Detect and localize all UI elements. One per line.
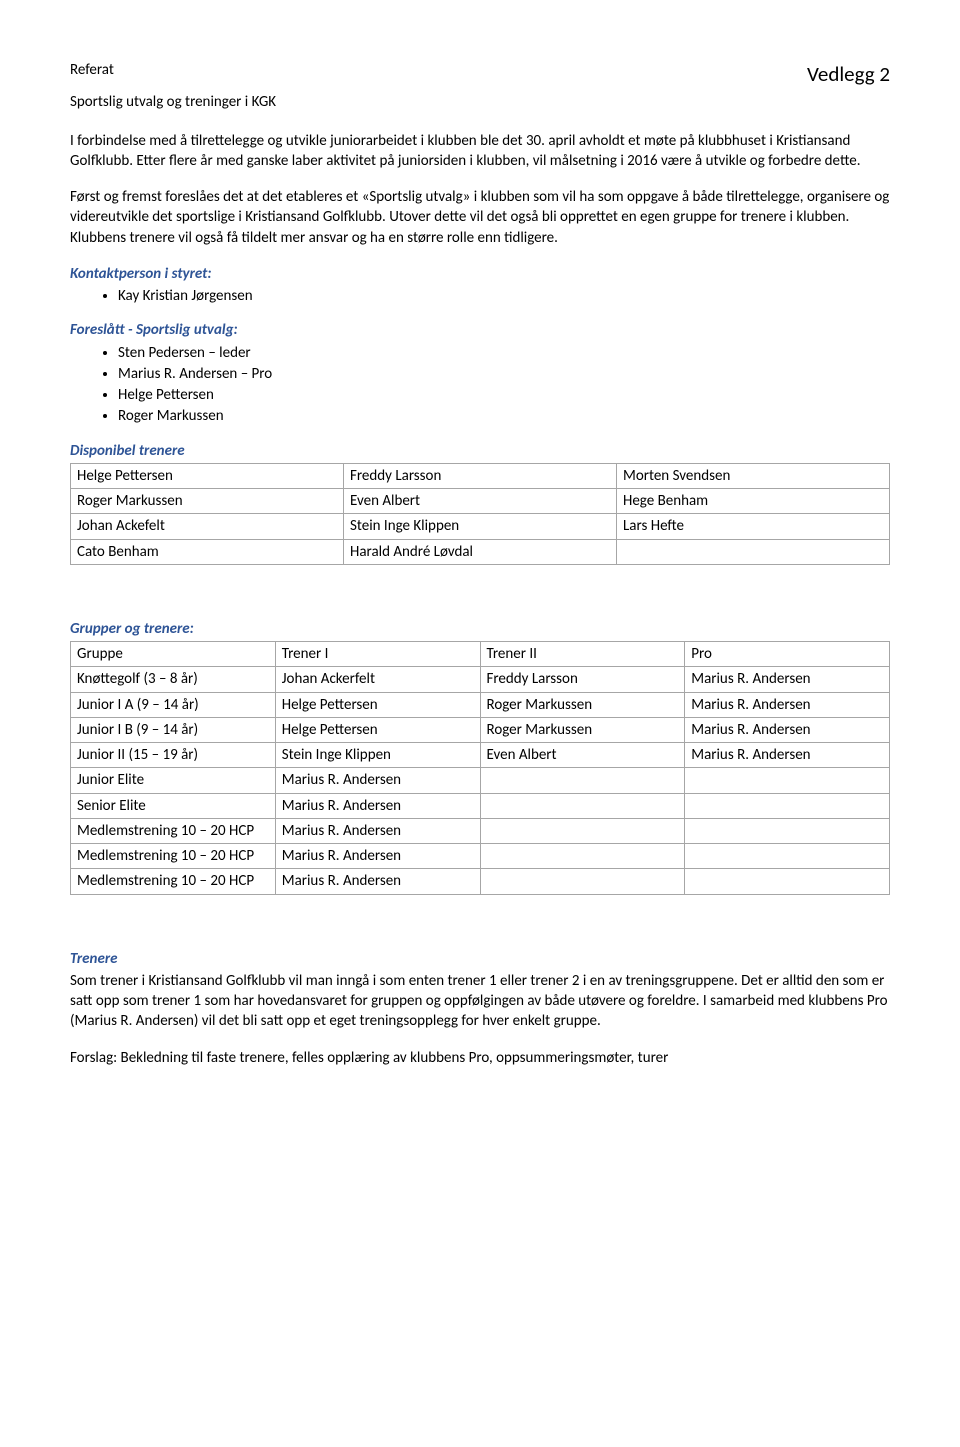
foreslatt-list: Sten Pedersen – leder Marius R. Andersen… (70, 343, 890, 427)
table-cell: Lars Hefte (617, 514, 890, 539)
table-cell: Medlemstrening 10 – 20 HCP (71, 818, 276, 843)
table-cell: Junior I A (9 – 14 år) (71, 692, 276, 717)
grupper-og-trenere-table: Gruppe Trener I Trener II Pro Knøttegolf… (70, 641, 890, 895)
table-cell (480, 869, 685, 894)
table-row: Knøttegolf (3 – 8 år) Johan Ackerfelt Fr… (71, 667, 890, 692)
table-cell: Helge Pettersen (275, 692, 480, 717)
doc-subtitle: Sportslig utvalg og treninger i KGK (70, 92, 890, 112)
table-cell: Medlemstrening 10 – 20 HCP (71, 844, 276, 869)
table-row: Cato Benham Harald André Løvdal (71, 539, 890, 564)
document-header: Referat Vedlegg 2 (70, 60, 890, 88)
table-cell: Junior Elite (71, 768, 276, 793)
table-cell: Johan Ackerfelt (275, 667, 480, 692)
list-item: Roger Markussen (118, 406, 890, 426)
table-cell: Stein Inge Klippen (344, 514, 617, 539)
trenere-heading: Trenere (70, 949, 890, 969)
table-cell (685, 768, 890, 793)
table-cell: Helge Pettersen (275, 717, 480, 742)
table-cell: Senior Elite (71, 793, 276, 818)
table-cell: Stein Inge Klippen (275, 743, 480, 768)
table-cell (685, 869, 890, 894)
table-row: Junior Elite Marius R. Andersen (71, 768, 890, 793)
trenere-paragraph: Som trener i Kristiansand Golfklubb vil … (70, 971, 890, 1032)
table-cell: Marius R. Andersen (685, 692, 890, 717)
table-cell: Even Albert (344, 489, 617, 514)
disponibel-heading: Disponibel trenere (70, 441, 890, 461)
table-row: Medlemstrening 10 – 20 HCP Marius R. And… (71, 844, 890, 869)
attachment-label: Vedlegg 2 (807, 60, 890, 88)
table-cell (480, 818, 685, 843)
table-row: Junior I A (9 – 14 år) Helge Pettersen R… (71, 692, 890, 717)
table-row: Junior II (15 – 19 år) Stein Inge Klippe… (71, 743, 890, 768)
grupper-heading: Grupper og trenere: (70, 619, 890, 639)
foreslatt-heading: Foreslått - Sportslig utvalg: (70, 320, 890, 340)
table-row: Junior I B (9 – 14 år) Helge Pettersen R… (71, 717, 890, 742)
table-row: Roger Markussen Even Albert Hege Benham (71, 489, 890, 514)
table-cell (685, 818, 890, 843)
list-item: Marius R. Andersen – Pro (118, 364, 890, 384)
kontaktperson-heading: Kontaktperson i styret: (70, 264, 890, 284)
table-cell: Roger Markussen (480, 717, 685, 742)
table-cell (480, 768, 685, 793)
table-cell: Freddy Larsson (344, 463, 617, 488)
table-cell: Harald André Løvdal (344, 539, 617, 564)
table-header: Trener II (480, 642, 685, 667)
table-cell (480, 793, 685, 818)
table-cell: Hege Benham (617, 489, 890, 514)
table-cell: Junior I B (9 – 14 år) (71, 717, 276, 742)
list-item: Helge Pettersen (118, 385, 890, 405)
table-cell: Knøttegolf (3 – 8 år) (71, 667, 276, 692)
table-cell: Roger Markussen (480, 692, 685, 717)
list-item: Sten Pedersen – leder (118, 343, 890, 363)
disponibel-trenere-table: Helge Pettersen Freddy Larsson Morten Sv… (70, 463, 890, 565)
table-cell: Marius R. Andersen (275, 768, 480, 793)
table-row: Medlemstrening 10 – 20 HCP Marius R. And… (71, 818, 890, 843)
table-cell: Freddy Larsson (480, 667, 685, 692)
table-row: Helge Pettersen Freddy Larsson Morten Sv… (71, 463, 890, 488)
table-row: Senior Elite Marius R. Andersen (71, 793, 890, 818)
table-cell: Marius R. Andersen (275, 844, 480, 869)
kontaktperson-list: Kay Kristian Jørgensen (70, 286, 890, 306)
table-cell: Helge Pettersen (71, 463, 344, 488)
table-row: Medlemstrening 10 – 20 HCP Marius R. And… (71, 869, 890, 894)
table-cell: Even Albert (480, 743, 685, 768)
doc-title: Referat (70, 60, 114, 80)
table-cell: Marius R. Andersen (275, 869, 480, 894)
list-item: Kay Kristian Jørgensen (118, 286, 890, 306)
table-cell (617, 539, 890, 564)
table-header-row: Gruppe Trener I Trener II Pro (71, 642, 890, 667)
intro-paragraph-2: Først og fremst foreslåes det at det eta… (70, 187, 890, 248)
table-cell: Marius R. Andersen (685, 743, 890, 768)
table-cell: Marius R. Andersen (275, 793, 480, 818)
table-cell: Morten Svendsen (617, 463, 890, 488)
table-cell: Marius R. Andersen (685, 717, 890, 742)
table-cell: Cato Benham (71, 539, 344, 564)
table-header: Trener I (275, 642, 480, 667)
table-cell: Medlemstrening 10 – 20 HCP (71, 869, 276, 894)
table-header: Pro (685, 642, 890, 667)
table-cell (685, 844, 890, 869)
table-cell: Marius R. Andersen (685, 667, 890, 692)
table-cell (685, 793, 890, 818)
forslag-paragraph: Forslag: Bekledning til faste trenere, f… (70, 1048, 890, 1068)
table-row: Johan Ackefelt Stein Inge Klippen Lars H… (71, 514, 890, 539)
table-header: Gruppe (71, 642, 276, 667)
table-cell: Roger Markussen (71, 489, 344, 514)
table-cell: Johan Ackefelt (71, 514, 344, 539)
intro-paragraph-1: I forbindelse med å tilrettelegge og utv… (70, 131, 890, 172)
table-cell: Junior II (15 – 19 år) (71, 743, 276, 768)
table-cell (480, 844, 685, 869)
table-cell: Marius R. Andersen (275, 818, 480, 843)
